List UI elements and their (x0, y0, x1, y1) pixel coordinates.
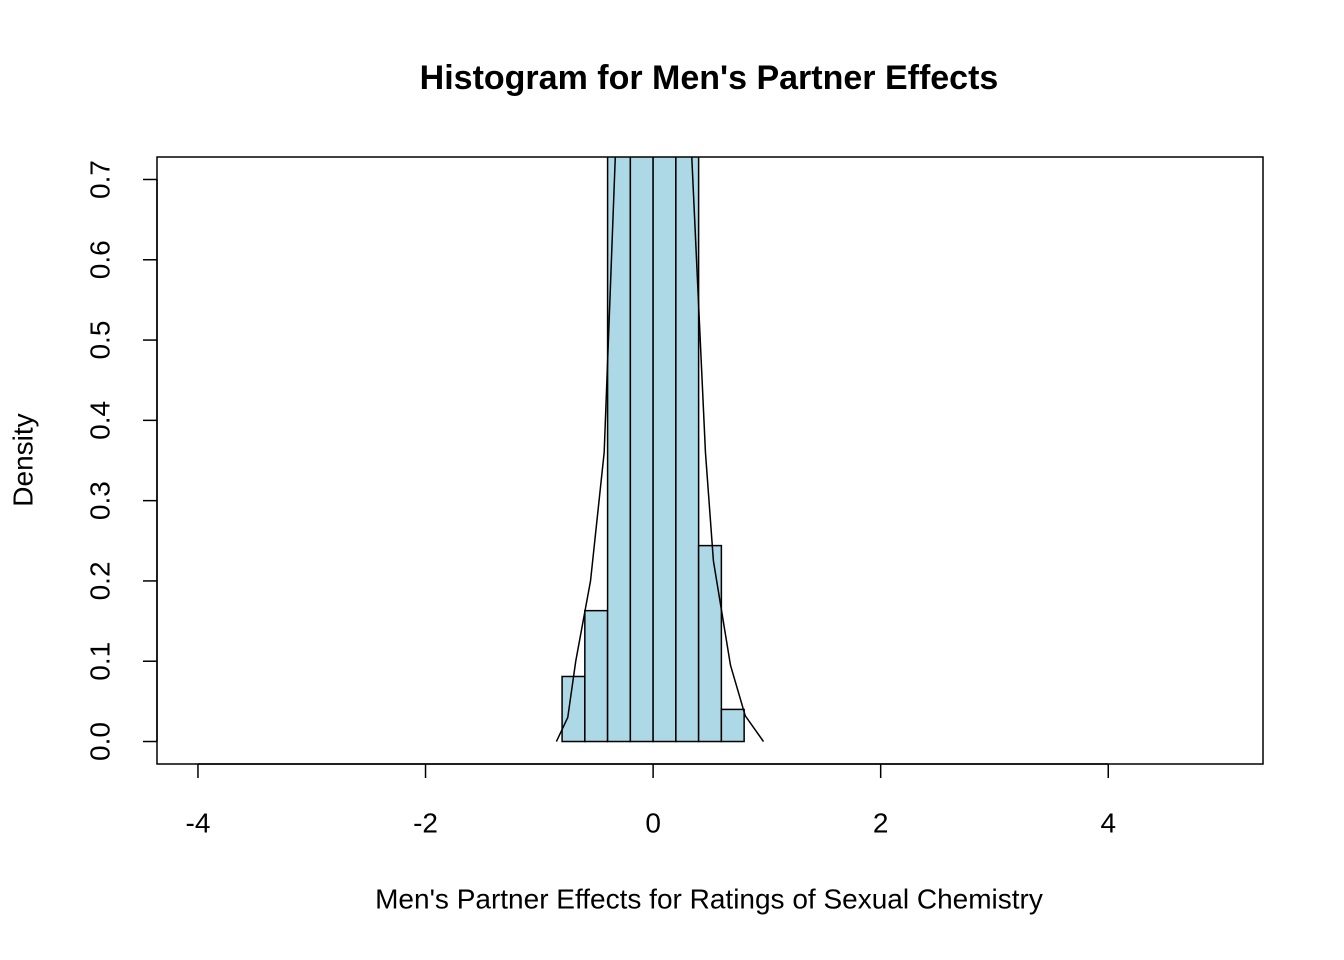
y-tick-label: 0.4 (84, 401, 115, 440)
x-tick-label: 0 (645, 807, 661, 838)
histogram-bar (561, 675, 586, 743)
x-axis-label: Men's Partner Effects for Ratings of Sex… (375, 883, 1043, 914)
histogram-bar (675, 157, 700, 743)
y-axis-label: Density (7, 413, 38, 506)
plot-area (555, 157, 765, 743)
y-tick-label: 0.7 (84, 160, 115, 199)
y-tick-label: 0.5 (84, 321, 115, 360)
y-tick-label: 0.6 (84, 240, 115, 279)
density-line (555, 157, 765, 742)
y-tick-label: 0.2 (84, 561, 115, 600)
y-tick-label: 0.0 (84, 722, 115, 761)
x-tick-label: 4 (1100, 807, 1116, 838)
y-tick-label: 0.1 (84, 642, 115, 681)
histogram-bar (584, 609, 609, 743)
y-tick-label: 0.3 (84, 481, 115, 520)
x-tick-label: -4 (186, 807, 211, 838)
x-tick-label: 2 (873, 807, 889, 838)
chart-title: Histogram for Men's Partner Effects (420, 59, 999, 97)
histogram-bar (697, 544, 723, 743)
histogram-bar (720, 708, 745, 743)
x-tick-label: -2 (413, 807, 438, 838)
